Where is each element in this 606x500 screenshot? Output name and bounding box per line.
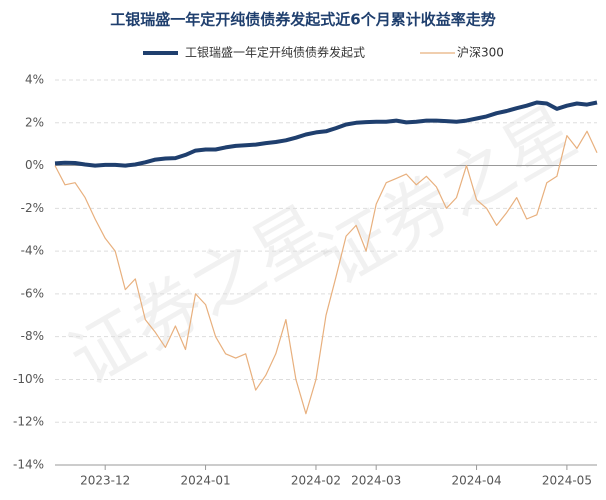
x-tick-label: 2024-03 [351, 474, 401, 488]
y-tick-label: -2% [21, 201, 44, 215]
y-tick-label: -10% [13, 372, 44, 386]
legend-label: 沪深300 [457, 46, 504, 60]
y-tick-label: 2% [25, 115, 44, 129]
x-tick-label: 2024-02 [291, 474, 341, 488]
y-tick-label: -12% [13, 415, 44, 429]
y-tick-label: -14% [13, 458, 44, 472]
y-tick-label: -8% [21, 329, 44, 343]
series-line [54, 100, 598, 168]
y-tick-label: 4% [25, 73, 44, 87]
x-tick-label: 2024-05 [542, 474, 592, 488]
legend-label: 工银瑞盛一年定开纯债债券发起式 [185, 45, 365, 60]
y-tick-label: -6% [21, 286, 44, 300]
x-tick-label: 2023-12 [80, 474, 130, 488]
x-tick-label: 2024-04 [451, 474, 501, 488]
y-tick-label: -4% [21, 244, 44, 258]
y-tick-label: 0% [25, 158, 44, 172]
x-tick-label: 2024-01 [180, 474, 230, 488]
series-line [54, 130, 598, 415]
chart-title: 工银瑞盛一年定开纯债债券发起式近6个月累计收益率走势 [110, 11, 495, 29]
